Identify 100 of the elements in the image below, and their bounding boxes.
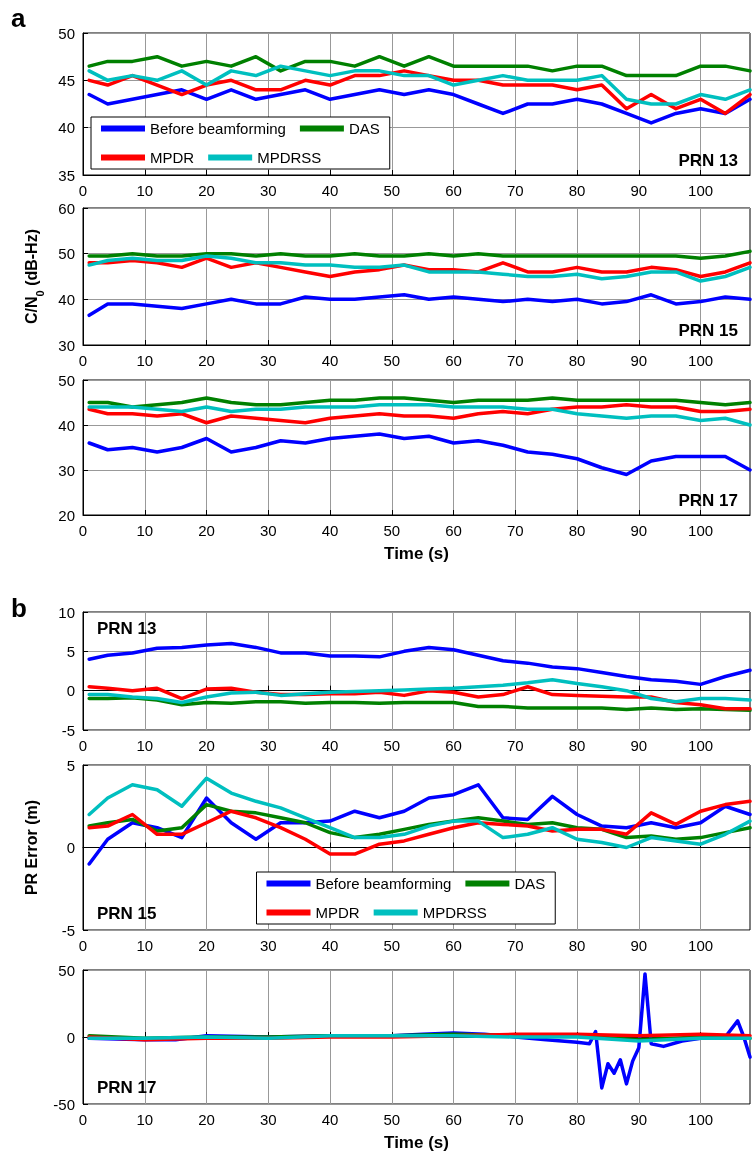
x-tick-label: 30	[259, 1111, 277, 1128]
x-tick-label: 30	[259, 352, 277, 369]
x-tick-label: 0	[78, 737, 88, 754]
x-tick-label: 20	[198, 352, 215, 369]
x-tick-label: 0	[78, 352, 88, 369]
line-series	[87, 641, 752, 687]
x-tick-label: 70	[506, 1111, 524, 1128]
annotation: PRN 15	[678, 321, 739, 340]
y-tick-label: -50	[53, 1095, 75, 1113]
line-series	[87, 88, 752, 125]
legend-label: MPDRSS	[422, 904, 487, 921]
line-series	[87, 293, 752, 318]
x-tick-label: 80	[568, 937, 586, 954]
line-series	[87, 249, 752, 260]
x-tick-label: 40	[321, 182, 339, 199]
y-axis-title: PR Error (m)	[22, 799, 40, 896]
x-tick-label: 70	[506, 182, 524, 199]
line-series	[87, 54, 752, 78]
x-tick-label: 100	[688, 352, 714, 369]
y-tick-label: -5	[61, 721, 75, 739]
y-tick-label: -5	[61, 921, 75, 939]
y-tick-label: 60	[58, 199, 75, 217]
y-tick-label: 20	[58, 506, 75, 524]
x-tick-label: 90	[630, 522, 648, 539]
x-tick-label: 10	[136, 522, 154, 539]
x-tick-label: 70	[506, 522, 524, 539]
y-tick-label: 0	[66, 1028, 75, 1046]
x-tick-label: 10	[136, 182, 154, 199]
line-series	[87, 776, 752, 850]
x-tick-label: 60	[445, 522, 462, 539]
x-tick-label: 90	[630, 737, 648, 754]
annotation: PRN 17	[678, 491, 739, 510]
legend-label: DAS	[348, 120, 380, 137]
x-tick-label: 50	[383, 352, 401, 369]
x-tick-label: 80	[568, 1111, 586, 1128]
x-tick-label: 80	[568, 352, 586, 369]
legend-label: DAS	[514, 875, 546, 892]
x-tick-label: 30	[259, 182, 277, 199]
y-axis-title: C/N0 (dB-Hz)	[22, 229, 46, 324]
legend-label: MPDR	[315, 904, 360, 921]
x-tick-label: 0	[78, 1111, 88, 1128]
line-series	[87, 677, 752, 705]
x-tick-label: 10	[136, 937, 154, 954]
x-tick-label: 30	[259, 737, 277, 754]
x-tick-label: 50	[383, 937, 401, 954]
x-tick-label: 50	[383, 1111, 401, 1128]
y-tick-label: 45	[58, 71, 75, 89]
x-tick-label: 70	[506, 737, 524, 754]
y-tick-label: 50	[58, 371, 75, 389]
y-tick-label: 40	[58, 290, 75, 308]
x-tick-label: 0	[78, 522, 88, 539]
x-tick-label: 90	[630, 1111, 648, 1128]
x-tick-label: 80	[568, 737, 586, 754]
y-tick-label: 30	[58, 461, 75, 479]
x-tick-label: 40	[321, 937, 339, 954]
x-tick-label: 70	[506, 352, 524, 369]
x-tick-label: 90	[630, 352, 648, 369]
x-axis-title: Time (s)	[384, 544, 449, 563]
annotation: PRN 13	[678, 151, 739, 170]
x-tick-label: 100	[688, 937, 714, 954]
x-axis-title: Time (s)	[384, 1133, 449, 1152]
x-tick-label: 20	[198, 1111, 215, 1128]
annotation: PRN 17	[97, 1078, 157, 1097]
legend-label: Before beamforming	[315, 875, 452, 892]
y-tick-label: 5	[66, 642, 75, 660]
x-tick-label: 60	[445, 1111, 462, 1128]
legend-label: MPDRSS	[257, 149, 322, 166]
y-tick-label: 50	[58, 24, 75, 42]
x-tick-label: 90	[630, 182, 648, 199]
x-tick-label: 40	[321, 522, 339, 539]
legend-label: Before beamforming	[150, 120, 286, 137]
x-tick-label: 80	[568, 182, 586, 199]
y-tick-label: 10	[58, 603, 75, 621]
chart-title: a	[11, 3, 26, 33]
y-tick-label: 40	[58, 119, 75, 137]
x-tick-label: 0	[78, 182, 88, 199]
x-tick-label: 20	[198, 182, 215, 199]
y-tick-label: 30	[58, 336, 75, 354]
x-tick-label: 0	[78, 937, 88, 954]
x-tick-label: 50	[383, 182, 401, 199]
line-series	[87, 432, 752, 477]
x-tick-label: 100	[688, 522, 714, 539]
x-tick-label: 60	[445, 352, 462, 369]
legend-label: MPDR	[150, 149, 195, 166]
line-series	[87, 396, 752, 409]
y-tick-label: 0	[66, 682, 75, 700]
y-tick-label: 40	[58, 416, 75, 434]
x-tick-label: 100	[688, 1111, 714, 1128]
annotation: PRN 15	[97, 904, 157, 923]
x-tick-label: 40	[321, 1111, 339, 1128]
x-tick-label: 10	[136, 737, 154, 754]
x-tick-label: 50	[383, 522, 401, 539]
x-tick-label: 10	[136, 1111, 154, 1128]
y-tick-label: 0	[66, 839, 75, 856]
x-tick-label: 20	[198, 737, 215, 754]
annotation: PRN 13	[97, 619, 157, 638]
x-tick-label: 100	[688, 182, 714, 199]
line-series	[87, 799, 752, 856]
x-tick-label: 40	[321, 352, 339, 369]
x-tick-label: 20	[198, 522, 215, 539]
